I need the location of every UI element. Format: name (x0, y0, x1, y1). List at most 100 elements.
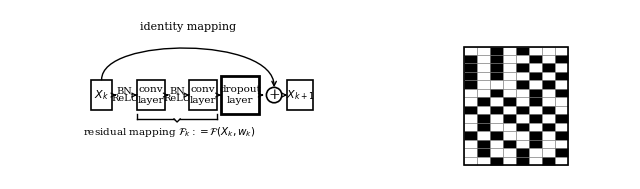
Bar (556, 131, 568, 140)
Bar (542, 157, 556, 165)
Text: dropout
layer: dropout layer (220, 85, 261, 105)
Bar (464, 72, 477, 81)
Bar (477, 64, 490, 72)
Bar (516, 97, 529, 106)
Bar (556, 46, 568, 55)
Bar (464, 106, 477, 114)
Bar (556, 72, 568, 81)
Bar (516, 148, 529, 157)
Bar (464, 81, 477, 89)
Bar (542, 72, 556, 81)
Bar (503, 131, 516, 140)
Text: BN: BN (169, 87, 185, 96)
Bar (464, 89, 477, 97)
Bar (490, 89, 503, 97)
Bar (490, 131, 503, 140)
Bar (529, 81, 542, 89)
FancyArrowPatch shape (102, 48, 276, 86)
Bar (477, 131, 490, 140)
Text: $X_{k+1}$: $X_{k+1}$ (286, 88, 314, 102)
Bar (529, 55, 542, 64)
Bar (464, 46, 477, 55)
Bar (503, 81, 516, 89)
Bar (556, 106, 568, 114)
Bar (529, 131, 542, 140)
Bar (490, 72, 503, 81)
Text: $X_k$: $X_k$ (94, 88, 109, 102)
Bar (529, 123, 542, 131)
Bar (516, 140, 529, 148)
Bar (529, 46, 542, 55)
Bar (516, 64, 529, 72)
Bar (556, 123, 568, 131)
Bar (490, 106, 503, 114)
Bar (477, 81, 490, 89)
Bar (529, 140, 542, 148)
Bar (503, 97, 516, 106)
Bar (490, 123, 503, 131)
Bar (490, 55, 503, 64)
Bar (503, 157, 516, 165)
Bar (516, 55, 529, 64)
Bar (464, 131, 477, 140)
Bar (477, 114, 490, 123)
Bar (556, 148, 568, 157)
Bar (516, 114, 529, 123)
Bar (189, 80, 217, 110)
Bar (556, 81, 568, 89)
Bar (542, 114, 556, 123)
Bar (490, 148, 503, 157)
Bar (516, 123, 529, 131)
Bar (529, 157, 542, 165)
Bar (477, 106, 490, 114)
Bar (503, 55, 516, 64)
Bar (556, 55, 568, 64)
Bar (477, 97, 490, 106)
Bar (221, 76, 259, 114)
Bar (529, 114, 542, 123)
Bar (490, 157, 503, 165)
Bar (477, 55, 490, 64)
Text: residual mapping $\mathcal{F}_k := \mathcal{F}(X_k, w_k)$: residual mapping $\mathcal{F}_k := \math… (83, 125, 256, 139)
Bar (503, 114, 516, 123)
Bar (516, 89, 529, 97)
Bar (477, 72, 490, 81)
Bar (477, 89, 490, 97)
Bar (464, 157, 477, 165)
Bar (556, 97, 568, 106)
Bar (464, 123, 477, 131)
Text: BN: BN (117, 87, 132, 96)
Text: +: + (268, 88, 280, 102)
Bar (529, 89, 542, 97)
Bar (529, 106, 542, 114)
Bar (477, 157, 490, 165)
Bar (542, 106, 556, 114)
Bar (556, 89, 568, 97)
Text: conv
layer: conv layer (190, 85, 216, 105)
Bar (542, 81, 556, 89)
Bar (464, 97, 477, 106)
Bar (542, 140, 556, 148)
Bar (556, 64, 568, 72)
Bar (503, 89, 516, 97)
Circle shape (266, 87, 282, 103)
Bar (503, 148, 516, 157)
Bar (137, 80, 164, 110)
Bar (464, 46, 568, 165)
Bar (542, 46, 556, 55)
Bar (464, 148, 477, 157)
Bar (503, 123, 516, 131)
Bar (477, 148, 490, 157)
Bar (490, 97, 503, 106)
Bar (490, 81, 503, 89)
Bar (477, 123, 490, 131)
Bar (516, 157, 529, 165)
Bar (516, 106, 529, 114)
Bar (464, 140, 477, 148)
Bar (542, 64, 556, 72)
Bar (464, 64, 477, 72)
Text: identity mapping: identity mapping (140, 22, 236, 32)
Bar (542, 131, 556, 140)
Bar (516, 131, 529, 140)
Bar (287, 80, 314, 110)
